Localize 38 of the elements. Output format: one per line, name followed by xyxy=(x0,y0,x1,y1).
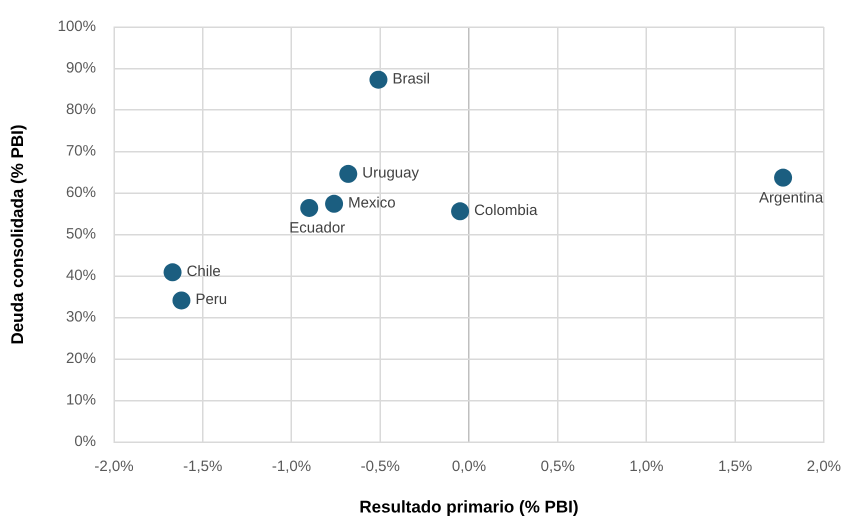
point xyxy=(451,202,470,220)
annotation: Colombia xyxy=(474,202,538,219)
x-tick-label: 1,5% xyxy=(718,458,752,476)
annotation: Uruguay xyxy=(362,164,420,182)
y-tick-label: 80% xyxy=(66,101,96,118)
annotation: Chile xyxy=(186,262,221,280)
x-axis-title: Resultado primario (% PBI) xyxy=(359,497,579,516)
x-tick-label: 2,0% xyxy=(806,458,842,476)
point xyxy=(369,70,388,89)
y-tick-label: 10% xyxy=(66,392,96,409)
x-tick-label: -1,5% xyxy=(183,458,222,476)
point xyxy=(339,164,358,183)
y-tick-label: 100% xyxy=(58,18,96,36)
point xyxy=(774,168,792,187)
x-tick-label: -2,0% xyxy=(94,458,134,476)
x-tick-label: 0,5% xyxy=(540,458,575,476)
point xyxy=(172,291,190,310)
annotation: Peru xyxy=(195,291,228,308)
annotation: Mexico xyxy=(348,194,396,212)
annotation: Ecuador xyxy=(289,220,346,237)
annotation: Argentina xyxy=(758,189,824,206)
x-tick-label: 0,0% xyxy=(452,458,486,476)
y-tick-label: 30% xyxy=(66,308,96,326)
y-tick-label: 70% xyxy=(66,142,96,160)
point xyxy=(300,198,318,217)
x-tick-label: -0,5% xyxy=(360,458,400,476)
y-tick-label: 0% xyxy=(74,433,96,450)
y-tick-label: 50% xyxy=(66,226,96,243)
annotation: Brasil xyxy=(392,70,430,88)
x-tick-label: 1,0% xyxy=(629,458,664,476)
y-tick-label: 20% xyxy=(66,350,96,368)
point xyxy=(164,263,182,282)
y-axis-title: Deuda consolidada (% PBI) xyxy=(8,124,27,345)
point xyxy=(325,194,344,213)
y-tick-label: 90% xyxy=(66,60,96,77)
x-tick-label: -1,0% xyxy=(272,458,312,476)
y-tick-label: 40% xyxy=(66,267,96,284)
y-tick-label: 60% xyxy=(66,184,96,202)
